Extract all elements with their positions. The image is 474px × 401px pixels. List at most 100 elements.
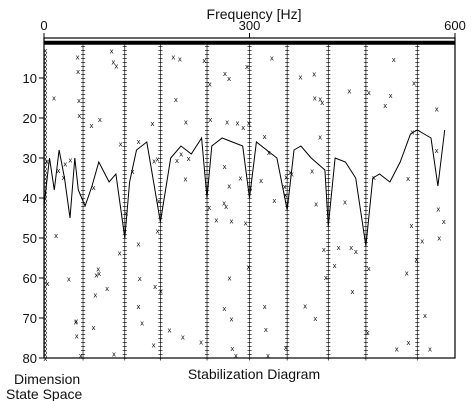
unstable-pole-marker: x [186, 155, 190, 163]
stable-pole-marker: + [326, 234, 331, 243]
stable-pole-marker: + [285, 98, 290, 107]
stable-pole-marker: + [364, 50, 369, 59]
stable-pole-marker: + [247, 158, 252, 167]
stable-pole-marker: + [205, 46, 210, 55]
stable-pole-marker: + [122, 302, 127, 311]
stable-pole-marker: + [122, 150, 127, 159]
unstable-pole-marker: x [347, 88, 351, 96]
stable-pole-marker: + [415, 318, 420, 327]
stable-pole-marker: + [122, 158, 127, 167]
stable-pole-marker: + [81, 170, 86, 179]
stable-pole-marker: + [158, 338, 163, 347]
stable-pole-marker: + [122, 86, 127, 95]
stable-pole-marker: + [122, 190, 127, 199]
stable-pole-marker: + [247, 194, 252, 203]
stable-pole-marker: + [415, 198, 420, 207]
stable-pole-marker: + [415, 58, 420, 67]
unstable-pole-marker: x [322, 246, 326, 254]
stable-pole-marker: + [364, 214, 369, 223]
stable-pole-marker: + [285, 58, 290, 67]
unstable-pole-marker: x [409, 222, 413, 230]
stable-pole-marker: + [81, 118, 86, 127]
unstable-pole-marker: x [111, 59, 115, 67]
unstable-pole-marker: x [207, 204, 211, 212]
unstable-pole-marker: x [298, 74, 302, 82]
unstable-pole-marker: x [174, 96, 178, 104]
stable-pole-marker: + [364, 254, 369, 263]
stable-pole-marker: + [326, 46, 331, 55]
stable-pole-marker: + [81, 206, 86, 215]
unstable-pole-marker: x [43, 279, 47, 287]
stable-pole-marker: + [158, 110, 163, 119]
unstable-pole-markers: x x x x x x x x x x x x x x x x x x x x x x x x x x x x x x x x x x x x x x x x… [43, 47, 446, 363]
stable-pole-marker: + [326, 210, 331, 219]
stable-pole-marker: + [247, 314, 252, 323]
stable-pole-marker: + [364, 90, 369, 99]
stable-pole-marker: + [158, 310, 163, 319]
stable-pole-marker: + [364, 118, 369, 127]
stable-pole-marker: + [247, 354, 252, 363]
stable-pole-marker: + [122, 274, 127, 283]
stable-pole-marker: + [415, 238, 420, 247]
unstable-pole-marker: x [43, 303, 47, 311]
stable-pole-marker: + [285, 110, 290, 119]
stable-pole-marker: + [364, 82, 369, 91]
stable-pole-marker: + [415, 82, 420, 91]
stable-pole-marker: + [81, 318, 86, 327]
unstable-pole-marker: x [136, 240, 140, 248]
stable-pole-marker: + [122, 118, 127, 127]
stable-pole-marker: + [326, 242, 331, 251]
y-tick-label: 30 [23, 151, 37, 166]
stable-pole-marker: + [415, 54, 420, 63]
stable-pole-marker: + [326, 110, 331, 119]
stable-pole-marker: + [81, 346, 86, 355]
stable-pole-marker: + [285, 270, 290, 279]
stable-pole-marker: + [326, 294, 331, 303]
stable-pole-marker: + [122, 354, 127, 363]
stable-pole-marker: + [81, 110, 86, 119]
stable-pole-marker: + [122, 242, 127, 251]
stable-pole-marker: + [364, 46, 369, 55]
unstable-pole-marker: x [234, 352, 238, 360]
stable-pole-marker: + [81, 310, 86, 319]
stable-pole-marker: + [122, 178, 127, 187]
unstable-pole-marker: x [263, 133, 267, 141]
stable-pole-marker: + [122, 330, 127, 339]
stable-pole-marker: + [81, 294, 86, 303]
stable-pole-marker: + [326, 106, 331, 115]
stable-pole-marker: + [158, 158, 163, 167]
stable-pole-marker: + [326, 146, 331, 155]
stable-pole-marker: + [158, 122, 163, 131]
stable-pole-marker: + [326, 274, 331, 283]
stable-pole-marker: + [122, 298, 127, 307]
stable-pole-marker: + [205, 334, 210, 343]
stable-pole-marker: + [364, 166, 369, 175]
unstable-pole-marker: x [423, 312, 427, 320]
chart-title: Stabilization Diagram [188, 366, 320, 382]
unstable-pole-marker: x [199, 338, 203, 346]
stable-pole-marker: + [158, 286, 163, 295]
unstable-pole-marker: x [43, 251, 47, 259]
stable-pole-marker: + [326, 226, 331, 235]
stable-pole-marker: + [326, 206, 331, 215]
stable-pole-marker: + [326, 142, 331, 151]
stable-pole-marker: + [364, 94, 369, 103]
unstable-pole-marker: x [43, 295, 47, 303]
stable-pole-marker: + [364, 294, 369, 303]
y-axis-title-line1: State Space [6, 386, 82, 401]
stable-pole-marker: + [81, 182, 86, 191]
stable-pole-marker: + [122, 306, 127, 315]
stable-pole-marker: + [205, 78, 210, 87]
stable-pole-marker: + [364, 222, 369, 231]
stable-pole-marker: + [247, 198, 252, 207]
unstable-pole-marker: x [118, 141, 122, 149]
stable-pole-marker: + [415, 282, 420, 291]
stable-pole-marker: + [364, 314, 369, 323]
unstable-pole-marker: x [303, 302, 307, 310]
stable-pole-marker: + [205, 62, 210, 71]
stable-pole-marker: + [326, 154, 331, 163]
unstable-pole-marker: x [43, 151, 47, 159]
stable-pole-marker: + [122, 122, 127, 131]
stable-pole-marker: + [122, 110, 127, 119]
stable-pole-marker: + [205, 234, 210, 243]
